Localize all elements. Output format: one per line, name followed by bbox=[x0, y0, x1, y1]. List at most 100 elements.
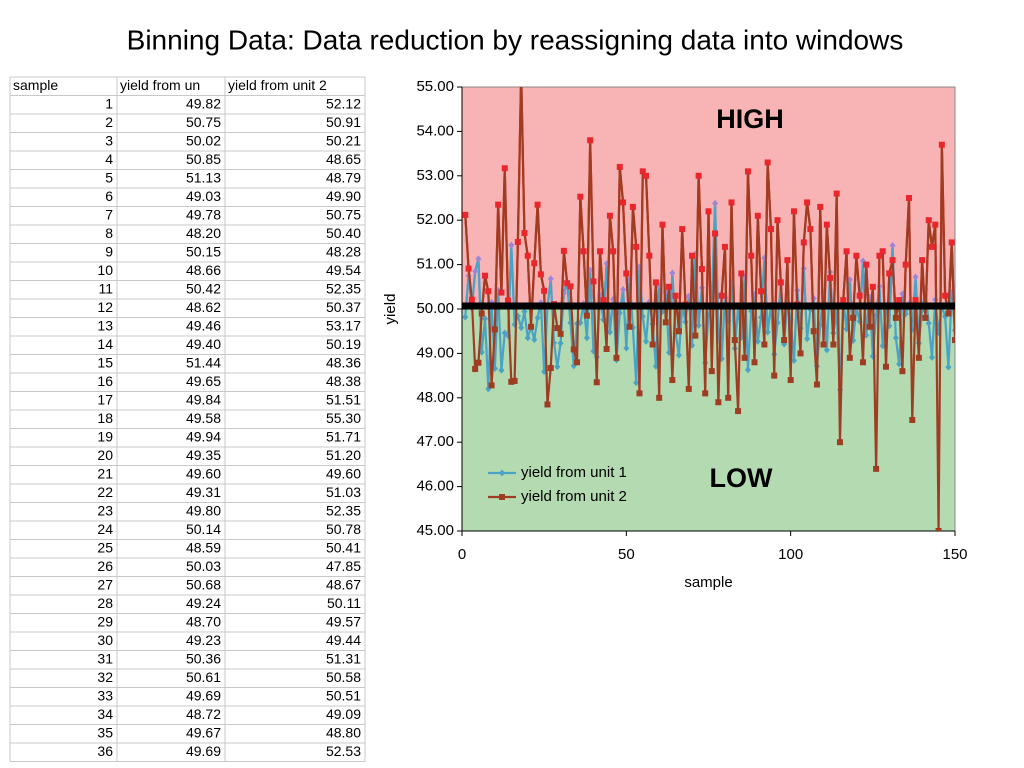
marker bbox=[905, 195, 912, 201]
x-tick-label: 0 bbox=[458, 546, 466, 563]
marker bbox=[583, 312, 590, 319]
table-cell: 48.36 bbox=[326, 354, 361, 370]
marker bbox=[896, 360, 903, 368]
marker bbox=[925, 217, 932, 224]
marker bbox=[521, 230, 528, 237]
table-cell: 50.21 bbox=[326, 132, 361, 148]
marker bbox=[508, 241, 515, 249]
marker bbox=[544, 401, 551, 408]
table-cell: 55.30 bbox=[326, 410, 361, 426]
table-cell: 51.44 bbox=[186, 354, 221, 370]
table-cell: 5 bbox=[105, 169, 113, 185]
marker bbox=[524, 334, 531, 342]
marker bbox=[827, 274, 834, 281]
marker bbox=[879, 342, 886, 350]
table-cell: 49.90 bbox=[326, 188, 361, 204]
table-cell: 12 bbox=[97, 299, 113, 315]
marker bbox=[633, 243, 640, 250]
table-cell: 49.58 bbox=[186, 410, 221, 426]
table-cell: 17 bbox=[97, 391, 113, 407]
marker bbox=[498, 366, 505, 374]
table-cell: 52.53 bbox=[326, 743, 361, 759]
table-cell: 51.20 bbox=[326, 447, 361, 463]
marker bbox=[528, 323, 535, 330]
table-cell: 11 bbox=[98, 280, 113, 296]
marker bbox=[853, 252, 860, 259]
marker bbox=[892, 334, 899, 342]
table-cell: 50.02 bbox=[186, 132, 221, 148]
table-cell: 34 bbox=[97, 706, 113, 722]
marker bbox=[899, 368, 906, 375]
marker bbox=[606, 328, 613, 336]
marker bbox=[948, 239, 955, 246]
legend-marker bbox=[499, 494, 505, 500]
table-cell: 49.94 bbox=[186, 428, 221, 444]
table-cell: 28 bbox=[97, 595, 113, 611]
table-cell: 16 bbox=[97, 373, 113, 389]
table-cell: 48.70 bbox=[186, 613, 221, 629]
table-cell: 48.20 bbox=[186, 225, 221, 241]
table-cell: 48.59 bbox=[186, 539, 221, 555]
marker bbox=[577, 193, 584, 200]
marker bbox=[777, 279, 784, 286]
marker bbox=[475, 255, 482, 263]
marker bbox=[804, 335, 811, 343]
marker bbox=[718, 292, 725, 299]
y-tick-label: 48.00 bbox=[416, 389, 454, 406]
marker bbox=[846, 354, 853, 361]
table-header-cell: yield from unit 2 bbox=[228, 77, 327, 93]
marker bbox=[698, 266, 705, 273]
marker bbox=[514, 238, 521, 245]
table-cell: 50.11 bbox=[327, 595, 361, 611]
table-cell: 49.03 bbox=[186, 188, 221, 204]
marker bbox=[712, 199, 719, 207]
table-cell: 49.40 bbox=[186, 336, 221, 352]
table-cell: 50.91 bbox=[326, 114, 361, 130]
marker bbox=[593, 379, 600, 386]
table-cell: 49.23 bbox=[186, 632, 221, 648]
table-cell: 49.09 bbox=[326, 706, 361, 722]
marker bbox=[669, 269, 676, 277]
slide-title: Binning Data: Data reduction by reassign… bbox=[127, 24, 904, 55]
marker bbox=[626, 323, 633, 330]
marker bbox=[810, 328, 817, 335]
marker bbox=[666, 283, 673, 290]
y-axis-label: yield bbox=[382, 294, 399, 325]
table-cell: 1 bbox=[105, 95, 113, 111]
table-cell: 49.78 bbox=[186, 206, 221, 222]
table-cell: 49.24 bbox=[186, 595, 221, 611]
table-cell: 50.58 bbox=[326, 669, 361, 685]
marker bbox=[508, 378, 515, 385]
x-tick-label: 100 bbox=[778, 546, 803, 563]
table-header-cell: yield from un bbox=[120, 77, 200, 93]
table-cell: 30 bbox=[97, 632, 113, 648]
marker bbox=[781, 337, 788, 344]
table-cell: 48.65 bbox=[326, 151, 361, 167]
marker bbox=[712, 230, 719, 237]
marker bbox=[639, 168, 646, 175]
marker bbox=[534, 201, 541, 208]
table-cell: 24 bbox=[97, 521, 113, 537]
marker bbox=[744, 168, 751, 175]
marker bbox=[850, 314, 857, 321]
table-cell: 50.51 bbox=[326, 687, 361, 703]
annotation-low: LOW bbox=[710, 463, 773, 493]
marker bbox=[482, 272, 489, 279]
marker bbox=[547, 275, 554, 283]
y-tick-label: 50.00 bbox=[416, 300, 454, 317]
marker bbox=[482, 315, 489, 323]
marker bbox=[935, 528, 942, 531]
marker bbox=[557, 330, 564, 337]
marker bbox=[623, 270, 630, 277]
marker bbox=[830, 341, 837, 348]
table-cell: 48.67 bbox=[326, 576, 361, 592]
table-cell: 8 bbox=[105, 225, 113, 241]
marker bbox=[774, 217, 781, 224]
y-tick-label: 46.00 bbox=[416, 478, 454, 495]
table-cell: 49.84 bbox=[186, 391, 221, 407]
marker bbox=[662, 319, 669, 326]
marker bbox=[695, 172, 702, 179]
marker bbox=[817, 203, 824, 210]
marker bbox=[744, 366, 751, 374]
marker bbox=[659, 221, 666, 228]
